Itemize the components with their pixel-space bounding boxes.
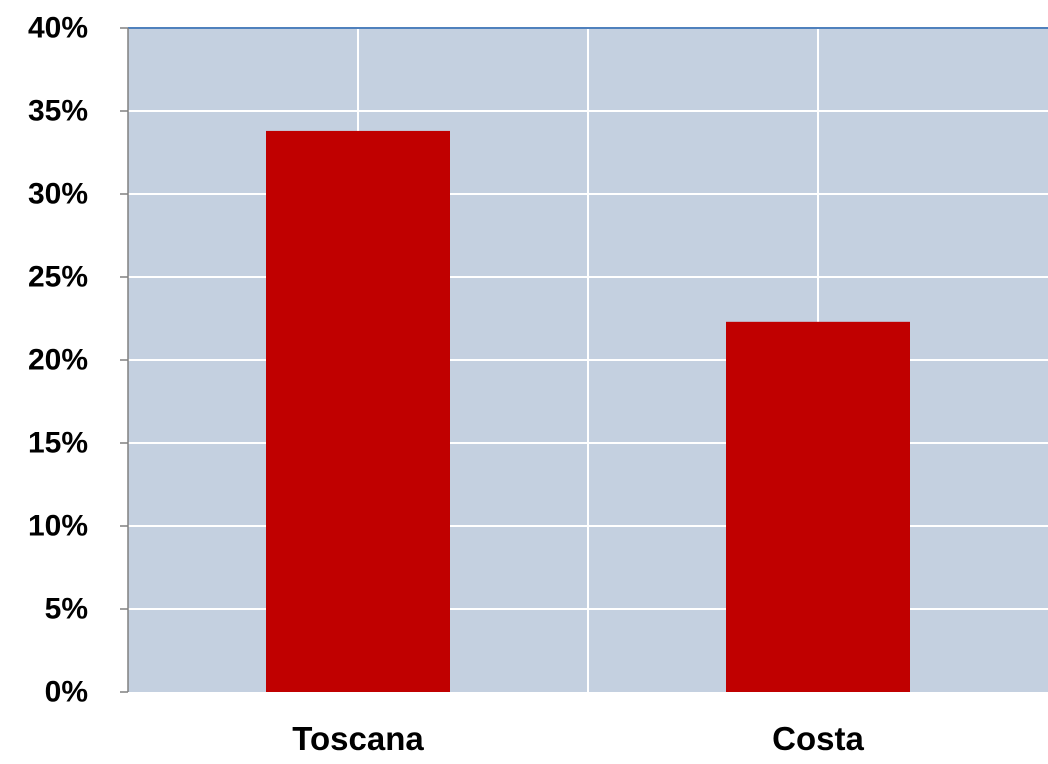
y-tick-label: 0%	[45, 676, 88, 709]
x-axis-labels: Toscana Costa	[292, 720, 864, 757]
y-tick-label: 40%	[28, 12, 88, 45]
y-tick-label: 25%	[28, 261, 88, 294]
y-tick-label: 35%	[28, 95, 88, 128]
x-tick-label-costa: Costa	[772, 720, 864, 757]
x-tick-label-toscana: Toscana	[292, 720, 424, 757]
y-tick-label: 20%	[28, 344, 88, 377]
bar-costa	[726, 321, 910, 692]
y-tick-label: 15%	[28, 427, 88, 460]
y-tick-label: 10%	[28, 510, 88, 543]
bars	[266, 130, 910, 693]
y-tick-label: 5%	[45, 593, 88, 626]
bar-toscana	[266, 130, 450, 693]
y-tick-label: 30%	[28, 178, 88, 211]
y-axis-ticks: 0% 5% 10% 15% 20% 25% 30% 35% 40%	[28, 12, 128, 709]
